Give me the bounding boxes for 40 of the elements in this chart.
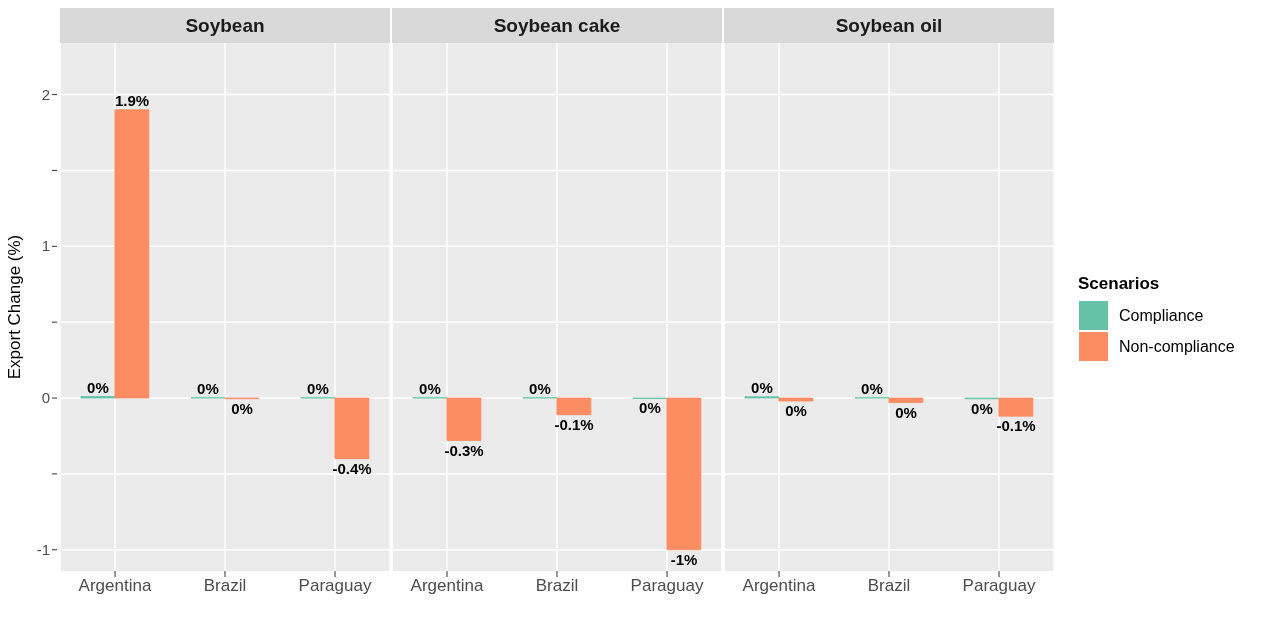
data-label: 0%	[307, 379, 329, 397]
legend-label: Compliance	[1119, 306, 1204, 325]
legend-label: Non-compliance	[1119, 337, 1235, 356]
data-label: 0%	[87, 378, 109, 396]
chart-title: Soybean oil	[724, 8, 1054, 43]
chart-title: Soybean	[60, 8, 390, 43]
data-label: 0%	[861, 379, 883, 397]
x-tick-label: Paraguay	[962, 576, 1036, 596]
data-label: 1.9%	[114, 91, 150, 109]
data-label: -0.1%	[554, 415, 594, 433]
data-label: 0%	[197, 379, 219, 397]
data-label: 0%	[785, 402, 807, 420]
y-tick-label: 1	[41, 237, 50, 255]
data-label: 0%	[751, 378, 773, 396]
data-label: 0%	[639, 399, 661, 417]
data-label: -0.4%	[332, 459, 372, 477]
y-tick-label: 2	[41, 85, 50, 103]
bar	[334, 397, 370, 460]
x-tick-label: Brazil	[203, 576, 247, 596]
x-tick-label: Brazil	[535, 576, 579, 596]
x-tick-label: Paraguay	[298, 576, 372, 596]
y-tick-label: 0	[41, 389, 50, 407]
x-tick-label: Argentina	[78, 576, 152, 596]
data-label: -0.3%	[444, 441, 484, 459]
chart-title: Soybean cake	[392, 8, 722, 43]
y-tick-label: -1	[36, 540, 50, 558]
x-tick-label: Argentina	[410, 576, 484, 596]
data-label: 0%	[895, 403, 917, 421]
legend-title: Scenarios	[1078, 274, 1161, 294]
bar	[114, 109, 150, 399]
data-label: 0%	[971, 399, 993, 417]
x-tick-label: Brazil	[867, 576, 911, 596]
x-tick-label: Argentina	[742, 576, 816, 596]
data-label: 0%	[419, 379, 441, 397]
data-label: -1%	[670, 550, 698, 568]
y-axis-title: Export Change (%)	[5, 234, 25, 380]
data-label: 0%	[231, 399, 253, 417]
data-label: 0%	[529, 379, 551, 397]
data-label: -0.1%	[996, 417, 1036, 435]
x-tick-label: Paraguay	[630, 576, 704, 596]
